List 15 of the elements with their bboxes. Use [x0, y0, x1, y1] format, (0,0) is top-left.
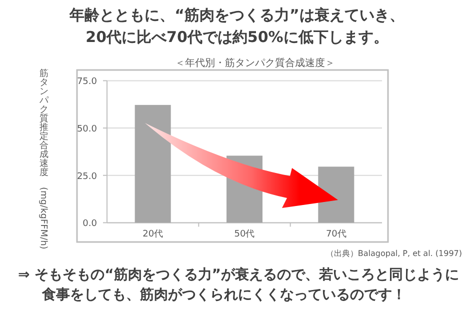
chart-subtitle: ＜年代別・筋タンパク質合成速度＞ [175, 57, 335, 69]
x-tick-label: 50代 [234, 228, 255, 240]
chart-title: 年齢とともに、“筋肉をつくる力”は衰えていき、 20代に比べ70代では約50%に低下します。 [68, 6, 404, 46]
bar [318, 166, 354, 223]
y-tick-label: 0.0 [82, 219, 98, 230]
y-tick-label: 50.0 [76, 124, 98, 135]
y-tick-label: 75.0 [76, 77, 98, 88]
text: 筋タンパク質推定合成速度 (mg/kgFFM/h) [38, 69, 48, 250]
text: ⇒ そもそもの“筋肉をつくる力”が衰えるので、若いころと同じように [18, 266, 460, 283]
bar [134, 104, 171, 223]
x-tick-label: 70代 [326, 228, 346, 240]
text: （出典）Balagopal, P, et al. (1997) [326, 249, 462, 258]
x-tick-label: 20代 [142, 228, 164, 240]
y-tick-label: 25.0 [76, 172, 98, 182]
text: 食事をしても、筋肉がつくられにくくなっているのです！ [41, 287, 406, 303]
